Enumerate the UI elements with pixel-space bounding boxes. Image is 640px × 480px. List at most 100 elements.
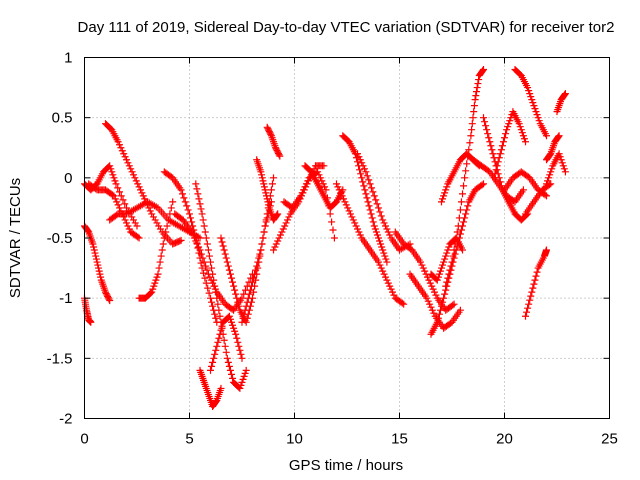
data-point bbox=[198, 210, 206, 218]
data-point bbox=[460, 182, 468, 190]
data-point bbox=[276, 152, 284, 160]
data-point bbox=[363, 194, 371, 202]
data-point bbox=[452, 234, 460, 242]
x-tick-label: 20 bbox=[496, 431, 513, 448]
data-point bbox=[302, 180, 310, 188]
data-point bbox=[200, 258, 208, 266]
data-point bbox=[314, 168, 322, 176]
data-point bbox=[147, 289, 155, 297]
data-point bbox=[548, 165, 556, 173]
data-point bbox=[297, 192, 305, 200]
data-point bbox=[421, 267, 429, 275]
data-point bbox=[528, 96, 536, 104]
data-point bbox=[400, 300, 408, 308]
data-point bbox=[124, 159, 132, 167]
data-point bbox=[146, 207, 154, 215]
data-point bbox=[545, 174, 553, 182]
data-point bbox=[478, 181, 486, 189]
data-point bbox=[480, 114, 487, 122]
data-point bbox=[256, 250, 264, 258]
data-point bbox=[461, 174, 469, 182]
data-point bbox=[120, 150, 128, 158]
data-point bbox=[520, 135, 528, 143]
data-point bbox=[330, 234, 338, 242]
data-point bbox=[433, 318, 441, 326]
data-point bbox=[387, 285, 395, 293]
data-point bbox=[432, 291, 440, 299]
y-tick-label: 0.5 bbox=[52, 110, 73, 127]
data-point bbox=[338, 192, 346, 200]
data-point bbox=[300, 186, 308, 194]
data-point bbox=[242, 366, 250, 374]
data-point bbox=[523, 308, 531, 316]
data-point bbox=[356, 156, 364, 164]
data-point bbox=[468, 126, 476, 134]
data-point bbox=[215, 306, 223, 314]
data-point bbox=[526, 90, 534, 98]
data-point bbox=[267, 130, 275, 138]
data-point bbox=[356, 166, 364, 174]
data-point bbox=[326, 210, 334, 218]
data-point bbox=[441, 189, 449, 197]
data-point bbox=[475, 76, 483, 84]
data-point bbox=[557, 156, 565, 164]
data-point bbox=[450, 246, 458, 254]
data-point bbox=[219, 242, 227, 250]
data-point bbox=[268, 180, 276, 188]
data-point bbox=[217, 384, 225, 392]
data-point bbox=[226, 366, 234, 374]
data-point bbox=[121, 200, 129, 208]
data-point bbox=[233, 294, 241, 302]
data-point bbox=[379, 216, 387, 224]
data-point bbox=[131, 174, 139, 182]
data-point bbox=[425, 276, 433, 284]
data-point bbox=[464, 202, 472, 210]
data-point bbox=[531, 105, 539, 113]
data-point bbox=[108, 168, 116, 176]
data-point bbox=[154, 270, 162, 278]
data-point bbox=[151, 279, 159, 287]
data-point bbox=[181, 198, 189, 206]
data-point bbox=[554, 133, 562, 141]
data-point bbox=[384, 228, 392, 236]
data-point bbox=[235, 302, 243, 310]
data-point bbox=[208, 264, 216, 272]
data-point bbox=[251, 270, 259, 278]
data-point bbox=[431, 288, 438, 296]
data-point bbox=[522, 138, 529, 146]
data-point bbox=[506, 117, 514, 125]
data-point bbox=[424, 297, 432, 305]
data-point bbox=[238, 378, 246, 386]
data-point bbox=[229, 278, 237, 286]
data-point bbox=[222, 254, 230, 262]
data-point bbox=[365, 176, 373, 184]
data-point bbox=[223, 258, 231, 266]
data-point bbox=[192, 180, 200, 188]
data-point bbox=[193, 185, 201, 193]
data-point bbox=[179, 190, 186, 198]
data-point bbox=[358, 174, 366, 182]
data-point bbox=[561, 91, 569, 99]
data-point bbox=[204, 270, 212, 278]
data-point bbox=[239, 314, 247, 322]
data-point bbox=[216, 312, 224, 320]
data-point bbox=[237, 381, 245, 389]
data-point bbox=[110, 192, 118, 200]
data-point bbox=[123, 219, 130, 227]
data-point bbox=[230, 282, 238, 290]
data-point bbox=[434, 314, 442, 322]
data-point bbox=[524, 84, 532, 92]
data-point bbox=[257, 246, 265, 254]
data-point bbox=[138, 189, 146, 197]
data-point bbox=[278, 228, 286, 236]
data-point bbox=[222, 348, 230, 356]
data-point bbox=[459, 246, 466, 254]
data-point bbox=[228, 318, 235, 326]
data-point bbox=[231, 327, 239, 335]
data-point bbox=[487, 142, 495, 150]
data-points bbox=[81, 66, 569, 410]
data-point bbox=[187, 214, 195, 222]
data-point bbox=[275, 151, 283, 159]
data-point bbox=[375, 258, 382, 266]
data-point bbox=[390, 291, 398, 299]
